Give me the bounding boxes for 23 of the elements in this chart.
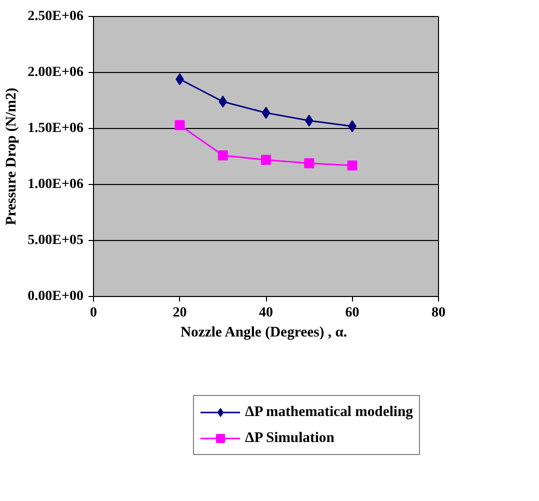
y-tick-label: 1.00E+06 xyxy=(28,177,84,192)
point xyxy=(261,154,271,165)
x-tick-label: 0 xyxy=(90,306,97,320)
y-tick-label: 1.50E+06 xyxy=(28,121,84,136)
point xyxy=(347,160,358,170)
y-axis-title: Pressure Drop (N/m2) xyxy=(4,88,20,226)
point xyxy=(262,106,270,119)
y-tick-label: 0.00E+00 xyxy=(28,289,84,304)
x-tick-label: 20 xyxy=(172,306,187,320)
point xyxy=(304,114,314,127)
point xyxy=(218,96,228,108)
point xyxy=(304,158,314,168)
x-tick-label: 80 xyxy=(432,306,446,320)
point xyxy=(218,150,228,160)
y-tick-label: 2.50E+06 xyxy=(28,9,84,24)
legend-label: ΔP mathematical modeling xyxy=(245,404,413,420)
point xyxy=(174,120,185,130)
y-tick-label: 5.00E+05 xyxy=(28,233,84,248)
x-axis-title: Nozzle Angle (Degrees) , α. xyxy=(180,324,348,340)
x-tick-label: 60 xyxy=(345,306,360,320)
legend-label: ΔP Simulation xyxy=(245,430,334,446)
x-tick-label: 40 xyxy=(259,306,273,320)
y-tick-label: 2.00E+06 xyxy=(28,65,84,80)
